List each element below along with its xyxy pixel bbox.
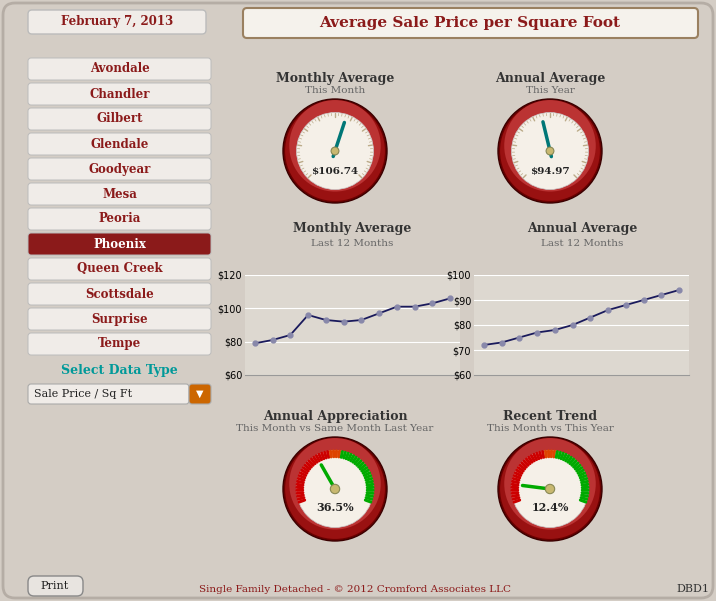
FancyBboxPatch shape xyxy=(28,58,211,80)
FancyBboxPatch shape xyxy=(3,3,713,598)
Text: Scottsdale: Scottsdale xyxy=(85,287,154,300)
Circle shape xyxy=(498,99,602,203)
Circle shape xyxy=(504,438,596,529)
Text: Glendale: Glendale xyxy=(90,138,149,150)
Text: Goodyear: Goodyear xyxy=(88,162,150,175)
Text: Surprise: Surprise xyxy=(91,313,147,326)
Text: Single Family Detached - © 2012 Cromford Associates LLC: Single Family Detached - © 2012 Cromford… xyxy=(199,585,511,594)
Text: Queen Creek: Queen Creek xyxy=(77,263,163,275)
Text: Tempe: Tempe xyxy=(98,338,141,350)
FancyBboxPatch shape xyxy=(28,233,211,255)
Circle shape xyxy=(283,99,387,203)
Text: Monthly Average: Monthly Average xyxy=(276,72,395,85)
Text: Avondale: Avondale xyxy=(90,63,150,76)
FancyBboxPatch shape xyxy=(28,283,211,305)
FancyBboxPatch shape xyxy=(28,158,211,180)
FancyBboxPatch shape xyxy=(28,10,206,34)
Circle shape xyxy=(331,147,339,155)
Circle shape xyxy=(504,100,596,192)
Text: Phoenix: Phoenix xyxy=(93,237,146,251)
Text: Annual Average: Annual Average xyxy=(527,222,637,235)
Circle shape xyxy=(500,101,600,201)
FancyBboxPatch shape xyxy=(28,333,211,355)
Text: This Month: This Month xyxy=(305,86,365,95)
FancyBboxPatch shape xyxy=(28,576,83,596)
Text: February 7, 2013: February 7, 2013 xyxy=(61,16,173,28)
Circle shape xyxy=(283,437,387,541)
Circle shape xyxy=(285,101,385,201)
Text: Mesa: Mesa xyxy=(102,188,137,201)
Circle shape xyxy=(330,484,339,493)
Text: Select Data Type: Select Data Type xyxy=(61,364,178,377)
Text: Annual Average: Annual Average xyxy=(495,72,605,85)
Text: Last 12 Months: Last 12 Months xyxy=(311,239,393,248)
Text: Chandler: Chandler xyxy=(90,88,150,100)
Text: This Year: This Year xyxy=(526,86,574,95)
Circle shape xyxy=(289,438,381,529)
Text: This Month vs Same Month Last Year: This Month vs Same Month Last Year xyxy=(236,424,434,433)
Text: Sale Price / Sq Ft: Sale Price / Sq Ft xyxy=(34,389,132,399)
FancyBboxPatch shape xyxy=(28,183,211,205)
Text: Average Sale Price per Square Foot: Average Sale Price per Square Foot xyxy=(319,16,621,30)
FancyBboxPatch shape xyxy=(28,258,211,280)
Circle shape xyxy=(546,147,554,155)
Circle shape xyxy=(500,439,600,539)
Text: Gilbert: Gilbert xyxy=(96,112,142,126)
FancyBboxPatch shape xyxy=(28,308,211,330)
Text: Last 12 Months: Last 12 Months xyxy=(541,239,623,248)
Text: $94.97: $94.97 xyxy=(530,166,570,175)
Text: Monthly Average: Monthly Average xyxy=(293,222,411,235)
Text: $106.74: $106.74 xyxy=(311,166,359,175)
Text: Print: Print xyxy=(41,581,69,591)
FancyBboxPatch shape xyxy=(189,384,211,404)
Text: 36.5%: 36.5% xyxy=(316,502,354,513)
Circle shape xyxy=(511,451,589,528)
Circle shape xyxy=(285,439,385,539)
Circle shape xyxy=(289,100,381,192)
Circle shape xyxy=(296,451,374,528)
FancyBboxPatch shape xyxy=(243,8,698,38)
Text: This Month vs This Year: This Month vs This Year xyxy=(487,424,614,433)
Text: ▼: ▼ xyxy=(196,389,204,399)
Text: Recent Trend: Recent Trend xyxy=(503,410,597,423)
FancyBboxPatch shape xyxy=(28,108,211,130)
Circle shape xyxy=(511,112,589,189)
FancyBboxPatch shape xyxy=(28,384,189,404)
Circle shape xyxy=(546,484,555,493)
FancyBboxPatch shape xyxy=(28,83,211,105)
Text: Annual Appreciation: Annual Appreciation xyxy=(263,410,407,423)
Circle shape xyxy=(296,112,374,189)
Text: 12.4%: 12.4% xyxy=(531,502,569,513)
Text: Peoria: Peoria xyxy=(98,213,140,225)
FancyBboxPatch shape xyxy=(28,133,211,155)
Circle shape xyxy=(498,437,602,541)
FancyBboxPatch shape xyxy=(28,208,211,230)
Text: DBD1: DBD1 xyxy=(677,584,710,594)
